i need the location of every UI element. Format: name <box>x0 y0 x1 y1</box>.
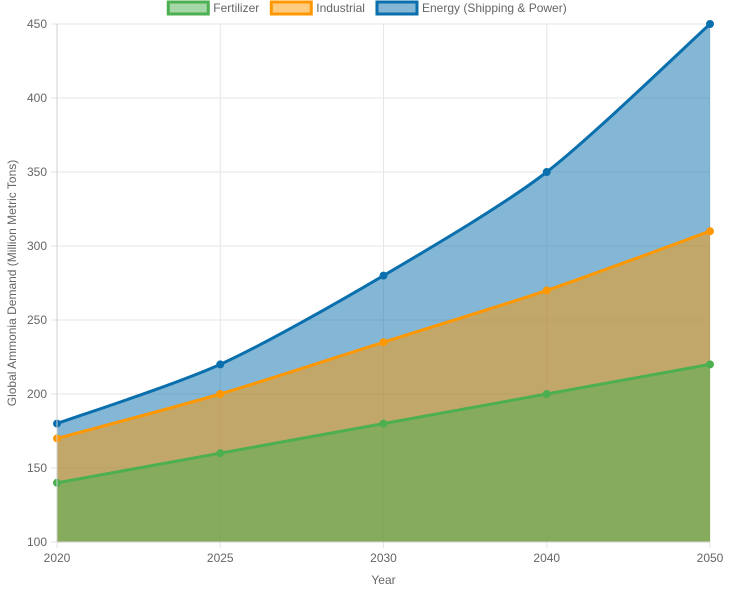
legend-item-fertilizer[interactable]: Fertilizer <box>166 0 259 16</box>
point-energy-shipping-power <box>542 168 551 176</box>
legend-item-energy-shipping-power[interactable]: Energy (Shipping & Power) <box>375 0 567 16</box>
legend-label: Industrial <box>316 1 365 15</box>
legend-swatch <box>375 0 419 16</box>
point-fertilizer <box>216 449 225 458</box>
y-tick-label: 300 <box>27 239 47 253</box>
point-industrial <box>706 227 714 236</box>
point-fertilizer <box>706 360 714 369</box>
area-fills <box>57 24 710 542</box>
legend-swatch <box>166 0 210 16</box>
legend-label: Fertilizer <box>213 1 259 15</box>
data-points <box>53 20 714 487</box>
point-energy-shipping-power <box>379 271 388 280</box>
point-energy-shipping-power <box>706 20 714 28</box>
point-industrial <box>379 338 388 347</box>
x-tick-label: 2050 <box>697 551 724 565</box>
y-tick-label: 200 <box>27 387 47 401</box>
area-fertilizer <box>57 364 710 542</box>
x-axis-title: Year <box>371 573 395 587</box>
axes: 100 150 200 250 300 350 400 450 2020 2025 2030 2040… <box>27 17 724 565</box>
point-fertilizer <box>542 390 551 398</box>
y-tick-label: 400 <box>27 91 47 105</box>
y-tick-label: 450 <box>27 17 47 31</box>
legend[interactable]: Fertilizer Industrial Energy (Shipping & P… <box>166 0 567 16</box>
y-tick-label: 150 <box>27 461 47 475</box>
x-tick-label: 2030 <box>370 551 397 565</box>
x-tick-label: 2020 <box>44 551 71 565</box>
point-energy-shipping-power <box>216 360 225 369</box>
x-tick-label: 2040 <box>533 551 560 565</box>
point-industrial <box>542 286 551 295</box>
legend-swatch <box>269 0 313 16</box>
y-tick-label: 100 <box>27 535 47 549</box>
legend-label: Energy (Shipping & Power) <box>422 1 567 15</box>
point-fertilizer <box>379 419 388 428</box>
point-industrial <box>216 390 225 398</box>
y-tick-label: 350 <box>27 165 47 179</box>
x-tick-label: 2025 <box>207 551 234 565</box>
legend-item-industrial[interactable]: Industrial <box>269 0 365 16</box>
y-tick-label: 250 <box>27 313 47 327</box>
y-axis-title: Global Ammonia Demand (Million Metric To… <box>5 160 19 407</box>
